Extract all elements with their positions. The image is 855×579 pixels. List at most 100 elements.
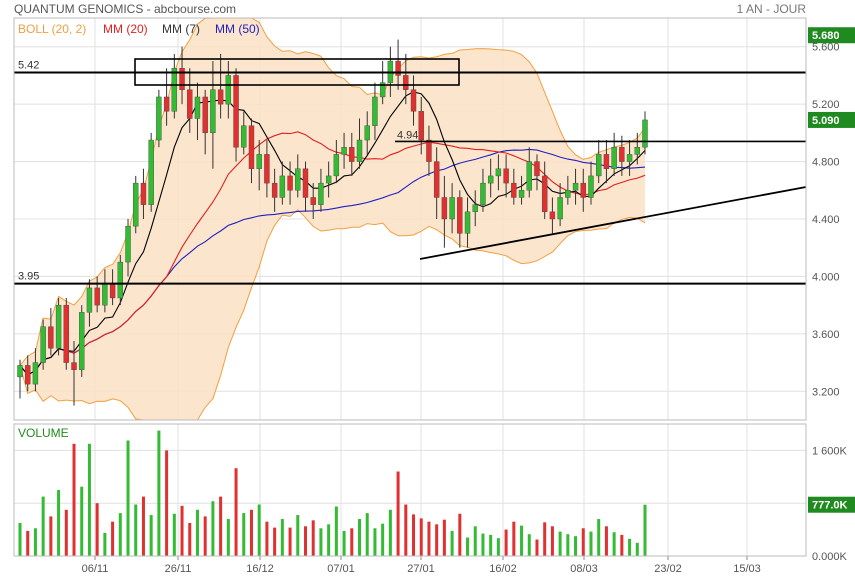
volume-bar xyxy=(473,526,477,556)
candle-body xyxy=(356,139,363,162)
candle-body xyxy=(17,365,23,378)
volume-bar xyxy=(535,539,539,556)
volume-bar xyxy=(404,504,408,556)
volume-bar xyxy=(242,513,246,556)
candle-body xyxy=(526,161,532,191)
volume-bar xyxy=(49,516,53,556)
volume-bar xyxy=(334,506,338,556)
volume-bar xyxy=(226,519,230,556)
volume-tick-label: 0.000K xyxy=(812,551,848,563)
candle-body xyxy=(148,139,154,205)
volume-bar xyxy=(589,531,593,556)
candle-body xyxy=(580,182,586,198)
volume-bar xyxy=(33,528,37,556)
volume-bar xyxy=(643,504,647,556)
candle-body xyxy=(426,139,432,162)
candle-body xyxy=(264,154,270,184)
x-tick-label: 15/03 xyxy=(733,563,761,575)
bollinger-lower-line xyxy=(19,209,646,421)
candle-body xyxy=(287,175,293,191)
candle-body xyxy=(318,182,324,205)
x-tick-label: 07/01 xyxy=(327,563,355,575)
candle-body xyxy=(102,283,108,306)
price-tick-label: 5.600 xyxy=(812,42,840,54)
bollinger-band-fill xyxy=(20,18,645,420)
volume-bar xyxy=(635,542,639,556)
candle-body xyxy=(187,89,193,119)
volume-bar xyxy=(219,496,223,556)
volume-bar xyxy=(95,503,99,556)
volume-bar xyxy=(427,521,431,556)
candle-body xyxy=(449,197,455,220)
price-tick-label: 3.200 xyxy=(812,386,840,398)
volume-bar xyxy=(512,521,516,556)
current-price-badge-text: 5.680 xyxy=(812,30,840,42)
volume-bar xyxy=(597,519,601,556)
volume-bar xyxy=(211,501,215,556)
volume-bar xyxy=(103,532,107,556)
volume-bar xyxy=(165,450,169,556)
level-label: 4.94 xyxy=(397,129,418,141)
volume-bar xyxy=(358,519,362,556)
volume-bar xyxy=(149,515,153,556)
volume-bars xyxy=(18,430,647,556)
mm20-line xyxy=(19,131,646,376)
candle-body xyxy=(634,147,640,155)
candle-body xyxy=(140,182,147,205)
candle-body xyxy=(55,304,62,349)
candle-body xyxy=(487,175,494,184)
candle-body xyxy=(464,211,471,234)
chart-title: QUANTUM GENOMICS - abcbourse.com xyxy=(14,2,236,16)
volume-bar xyxy=(442,519,446,556)
candle-body xyxy=(302,168,309,198)
candle-body xyxy=(194,96,201,119)
volume-bar xyxy=(319,528,323,556)
volume-bar xyxy=(203,516,207,556)
period-label[interactable]: 1 AN - JOUR xyxy=(737,2,807,16)
last-close-badge-text: 5.090 xyxy=(812,115,840,127)
price-panel-border xyxy=(13,17,807,421)
candlestick-series xyxy=(17,39,648,406)
candle-body xyxy=(410,89,417,112)
candle-body xyxy=(233,75,239,148)
candle-body xyxy=(441,197,448,220)
candle-body xyxy=(117,261,124,299)
legend-mm20: MM (20) xyxy=(103,22,148,36)
candle-body xyxy=(349,147,355,162)
candle-body xyxy=(248,125,255,169)
volume-bar xyxy=(26,530,30,556)
price-tick-label: 5.200 xyxy=(812,99,840,111)
volume-bar xyxy=(157,430,161,556)
volume-bar xyxy=(450,530,454,556)
candle-body xyxy=(109,283,116,299)
volume-bar xyxy=(489,534,493,556)
volume-bar xyxy=(265,521,269,556)
annotations: 5.42 4.94 3.95 xyxy=(14,58,807,285)
level-label: 3.95 xyxy=(18,271,39,283)
candle-body xyxy=(364,125,370,141)
highlight-box xyxy=(134,58,460,86)
candle-body xyxy=(25,365,31,385)
candle-body xyxy=(202,96,208,134)
volume-bar xyxy=(188,523,192,556)
volume-panel-border xyxy=(13,423,807,557)
volume-bar xyxy=(327,524,331,556)
volume-bar xyxy=(249,509,253,556)
volume-bar xyxy=(604,526,608,556)
volume-bar xyxy=(550,526,554,556)
volume-bar xyxy=(64,509,68,556)
volume-bar xyxy=(481,533,485,556)
candle-body xyxy=(572,182,579,191)
volume-bar xyxy=(134,504,138,556)
volume-bar xyxy=(365,513,369,556)
volume-bar xyxy=(342,530,346,556)
price-tick-label: 4.800 xyxy=(812,157,840,169)
candle-body xyxy=(503,168,509,184)
candle-body xyxy=(179,68,185,90)
candle-body xyxy=(156,96,162,141)
volume-bar xyxy=(280,519,284,556)
volume-bar xyxy=(111,521,115,556)
candle-body xyxy=(48,326,54,349)
mm7-line xyxy=(19,91,646,376)
